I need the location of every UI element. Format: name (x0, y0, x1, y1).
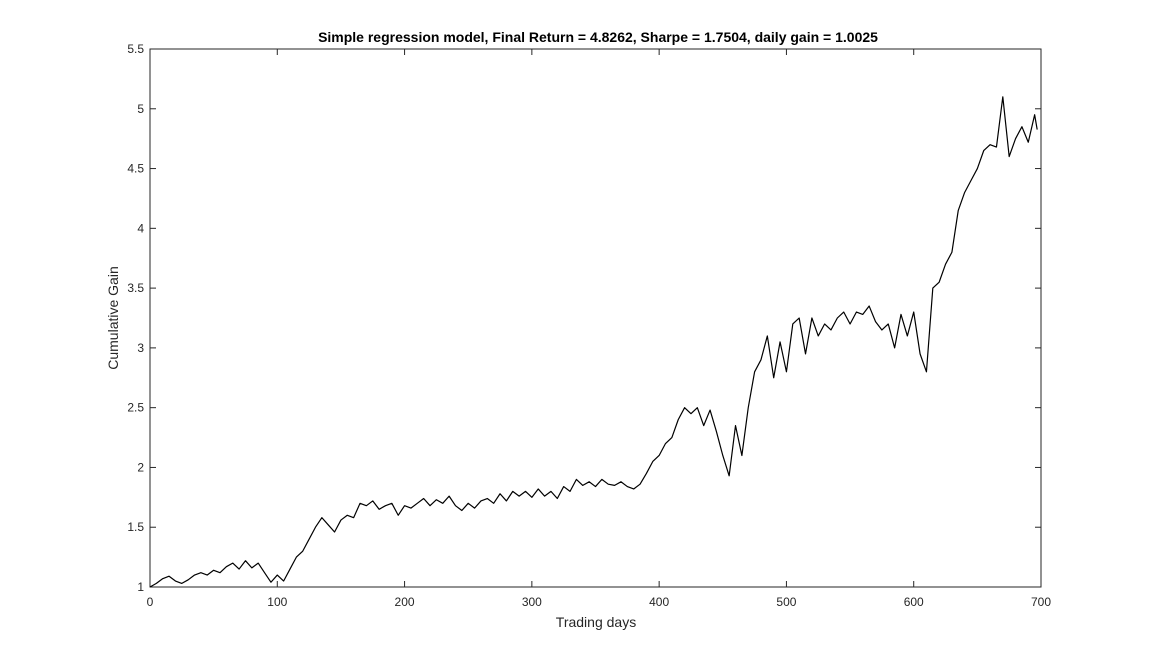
y-tick-label: 4.5 (127, 162, 144, 176)
y-tick-label: 2.5 (127, 401, 144, 415)
y-tick-label: 5.5 (127, 42, 144, 56)
x-axis-label: Trading days (556, 614, 636, 630)
y-tick-label: 3.5 (127, 281, 144, 295)
x-tick-label: 600 (904, 595, 924, 609)
x-tick-label: 0 (147, 595, 154, 609)
y-tick-label: 5 (137, 102, 144, 116)
y-tick-label: 3 (137, 341, 144, 355)
y-tick-label: 1 (137, 580, 144, 594)
y-axis: 1 1.5 2 2.5 3 3.5 4 4.5 5 5.5 (127, 42, 1041, 594)
y-tick-label: 2 (137, 460, 144, 474)
y-axis-label: Cumulative Gain (105, 266, 121, 370)
x-tick-label: 400 (649, 595, 669, 609)
series-line (149, 96, 1038, 588)
y-tick-label: 4 (137, 221, 144, 235)
x-axis: 0 100 200 300 400 500 600 700 (147, 49, 1051, 609)
x-tick-label: 200 (395, 595, 415, 609)
chart-title: Simple regression model, Final Return = … (318, 29, 878, 45)
plot-area (149, 48, 1042, 588)
y-tick-label: 1.5 (127, 520, 144, 534)
x-tick-label: 700 (1031, 595, 1051, 609)
x-tick-label: 100 (267, 595, 287, 609)
x-tick-label: 300 (522, 595, 542, 609)
x-tick-label: 500 (776, 595, 796, 609)
